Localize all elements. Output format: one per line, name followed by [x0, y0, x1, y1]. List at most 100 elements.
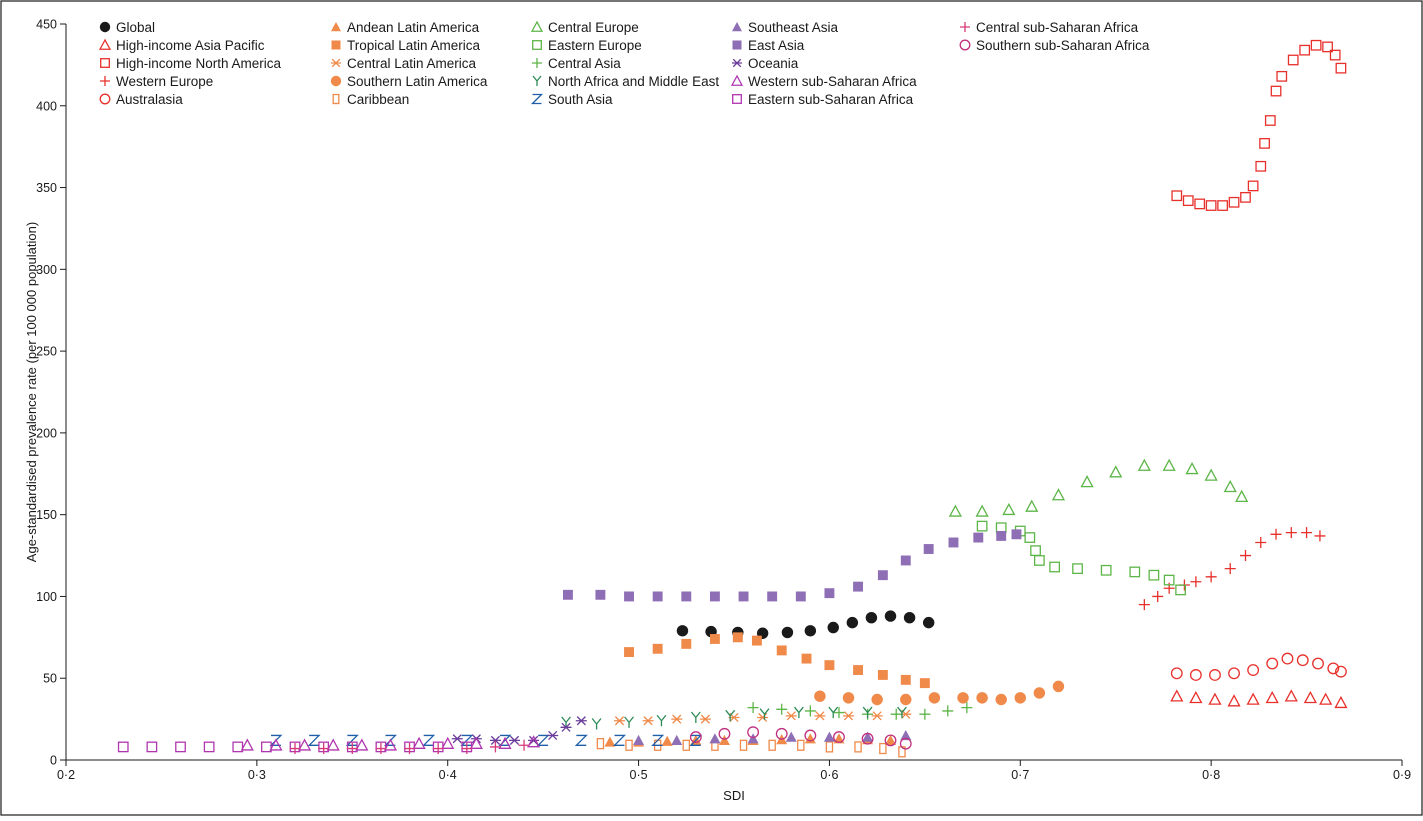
data-point — [1264, 115, 1276, 126]
data-point — [240, 738, 254, 751]
data-point — [536, 734, 550, 746]
legend-label: Andean Latin America — [347, 20, 480, 35]
data-point — [922, 616, 935, 629]
data-point — [1194, 198, 1206, 210]
data-point — [528, 735, 540, 745]
data-point — [1270, 85, 1282, 97]
series-7 — [613, 709, 912, 726]
data-point — [776, 703, 788, 715]
data-point — [976, 692, 988, 704]
data-point — [709, 591, 720, 602]
data-point — [814, 690, 826, 702]
data-point — [775, 727, 788, 740]
x-axis-title: SDI — [723, 788, 745, 803]
data-point — [785, 711, 797, 721]
data-point — [865, 611, 878, 624]
y-tick-label: 250 — [36, 345, 57, 359]
data-point — [897, 706, 907, 719]
y-tick-label: 200 — [36, 426, 57, 440]
data-point — [596, 738, 605, 750]
data-point — [975, 504, 989, 517]
data-point — [1240, 191, 1251, 203]
legend-label: Central sub-Saharan Africa — [976, 20, 1139, 35]
data-point — [942, 705, 954, 717]
series-14 — [269, 734, 703, 746]
data-point — [843, 711, 855, 721]
data-point — [903, 611, 916, 624]
data-point — [203, 741, 215, 753]
data-point — [1296, 654, 1309, 667]
data-point — [900, 555, 911, 566]
legend-marker — [100, 76, 110, 86]
data-point — [1299, 44, 1311, 56]
data-point — [877, 670, 888, 680]
x-tick-label: 0·6 — [820, 768, 838, 782]
data-point — [383, 738, 398, 751]
legend-label: North Africa and Middle East — [548, 74, 719, 89]
data-point — [1334, 665, 1347, 678]
data-point — [690, 711, 701, 723]
data-point — [575, 716, 587, 726]
data-point — [642, 716, 654, 726]
data-point — [797, 739, 805, 751]
data-point — [884, 734, 897, 747]
data-point — [1284, 689, 1298, 702]
data-point — [681, 591, 692, 602]
data-point — [1334, 695, 1348, 709]
data-point — [1310, 39, 1322, 51]
y-tick-label: 100 — [36, 590, 57, 604]
data-point — [1051, 488, 1066, 501]
legend-marker — [330, 75, 342, 87]
x-tick-label: 0·9 — [1393, 768, 1411, 782]
data-point — [1208, 692, 1222, 705]
data-point — [1080, 475, 1094, 488]
data-point — [919, 678, 930, 689]
data-point — [785, 731, 797, 742]
series-16 — [563, 529, 1022, 602]
data-point — [595, 589, 606, 600]
data-point — [1163, 574, 1175, 586]
data-point — [509, 735, 521, 745]
data-point — [1209, 669, 1221, 681]
data-point — [1072, 563, 1083, 575]
data-point — [518, 739, 530, 751]
data-point — [1049, 561, 1061, 573]
legend: Global High-income Asia Pacific High-incom… — [98, 20, 1150, 107]
legend-marker — [532, 40, 542, 50]
data-point — [117, 741, 129, 753]
legend-marker — [959, 39, 971, 51]
data-point — [1189, 669, 1202, 681]
data-point — [1152, 590, 1164, 602]
data-point — [676, 625, 689, 637]
data-point — [1204, 468, 1218, 481]
data-point — [1223, 479, 1237, 493]
data-point — [461, 743, 473, 755]
y-tick-label: 0 — [50, 754, 57, 768]
data-point — [633, 734, 645, 746]
data-point — [1227, 694, 1241, 707]
data-point — [1052, 680, 1065, 693]
data-point — [833, 707, 845, 719]
data-point — [923, 544, 934, 554]
series-2 — [1171, 39, 1347, 211]
data-point — [757, 712, 769, 723]
data-point — [804, 729, 817, 742]
data-point — [827, 621, 839, 634]
legend-label: High-income Asia Pacific — [116, 38, 265, 53]
legend-label: Southeast Asia — [748, 20, 839, 35]
data-point — [759, 708, 770, 720]
legend-marker — [732, 22, 742, 32]
series-1 — [1170, 689, 1348, 709]
legend-label: Eastern sub-Saharan Africa — [748, 92, 914, 107]
data-point — [498, 736, 512, 749]
data-point — [1138, 599, 1150, 611]
legend-marker — [100, 58, 110, 68]
series-0 — [676, 610, 935, 639]
data-point — [146, 741, 158, 753]
data-point — [747, 726, 760, 739]
series-21 — [689, 726, 912, 750]
legend-label: Caribbean — [347, 92, 409, 107]
series-11 — [976, 520, 1186, 596]
data-point — [995, 693, 1007, 706]
